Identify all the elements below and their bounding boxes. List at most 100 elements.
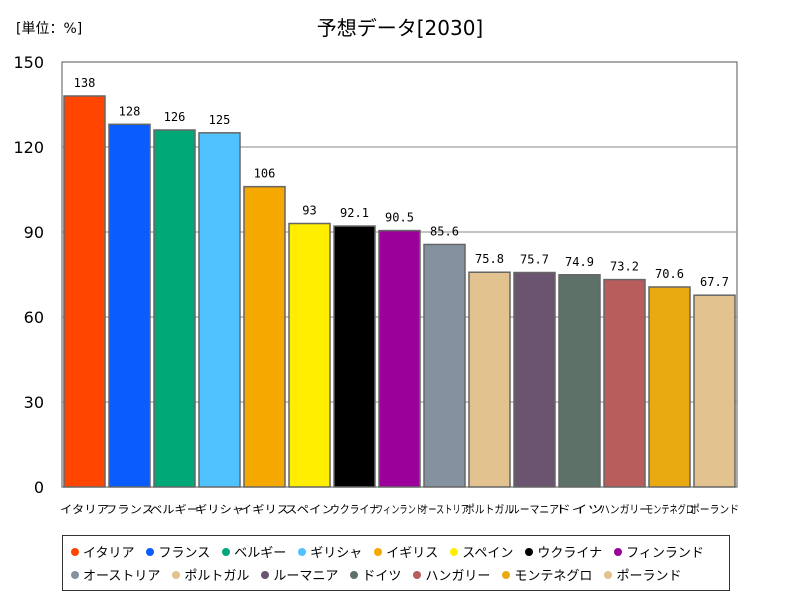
legend-label: ギリシャ	[310, 546, 363, 561]
legend-label: ルーマニア	[273, 569, 339, 584]
bar-value-label: 85.6	[430, 224, 459, 238]
x-tick-label: フランス	[105, 503, 154, 516]
bar	[468, 271, 511, 488]
legend-item: モンテネグロ	[502, 563, 592, 586]
legend-label: オーストリア	[83, 569, 161, 584]
legend-swatch	[614, 547, 623, 556]
legend-swatch	[71, 570, 79, 579]
bar-value-label: 75.8	[475, 252, 504, 266]
chart-legend: イタリア フランス ベルギー ギリシャ イギリス スペイン ウクライナ フィンランドオーストリ…	[62, 535, 730, 591]
legend-item: フィンランド	[614, 540, 704, 563]
x-tick-label: モンテネグロ	[645, 502, 694, 516]
legend-swatch	[374, 547, 383, 556]
bar	[693, 294, 736, 488]
legend-label: フランス	[158, 546, 211, 561]
legend-swatch	[222, 547, 231, 556]
bar-value-label: 67.7	[700, 275, 729, 289]
x-tick-label: スペイン	[285, 503, 334, 516]
bar-value-label: 93	[302, 204, 316, 218]
x-tick-label: ベルギー	[150, 503, 199, 516]
x-tick-label: ポーランド	[690, 503, 739, 516]
legend-item: ベルギー	[222, 540, 286, 563]
bar	[423, 243, 466, 488]
legend-swatch	[604, 570, 613, 579]
legend-item: ルーマニア	[261, 563, 338, 586]
bar-value-label: 106	[254, 167, 276, 181]
legend-swatch	[450, 547, 459, 556]
legend-item: イギリス	[374, 540, 438, 563]
bar	[603, 278, 646, 488]
x-tick-label: ドイツ	[555, 503, 604, 516]
legend-swatch	[172, 570, 181, 579]
x-tick-label: イタリア	[60, 503, 109, 516]
bar-value-label: 138	[74, 76, 96, 90]
bar	[648, 286, 691, 488]
legend-swatch	[71, 547, 79, 556]
legend-item: ポーランド	[604, 563, 681, 586]
bar-value-label: 70.6	[655, 267, 684, 281]
legend-label: ポーランド	[616, 569, 682, 584]
legend-item: ハンガリー	[413, 563, 490, 586]
legend-swatch	[350, 570, 359, 579]
x-tick-label: ハンガリー	[600, 503, 649, 516]
x-tick-label: ギリシャ	[195, 503, 244, 516]
bar-value-label: 75.7	[520, 253, 549, 267]
legend-item: ウクライナ	[525, 540, 602, 563]
bar	[558, 274, 601, 488]
y-tick-label: 30	[24, 393, 44, 412]
legend-item: ポルトガル	[172, 563, 249, 586]
y-tick-label: 120	[13, 138, 44, 157]
chart-title: 予想データ[2030]	[316, 16, 484, 40]
x-tick-label: ウクライナ	[330, 503, 379, 516]
x-tick-label: ルーマニア	[510, 503, 559, 516]
legend-label: ウクライナ	[537, 546, 603, 561]
legend-label: スペイン	[462, 546, 514, 561]
legend-label: ドイツ	[362, 569, 402, 584]
legend-label: モンテネグロ	[514, 569, 593, 584]
bar	[63, 95, 106, 488]
legend-swatch	[298, 547, 307, 556]
x-tick-label: フィンランド	[375, 503, 424, 516]
legend-item: イタリア	[71, 540, 134, 563]
bar	[108, 123, 151, 488]
bar-value-label: 74.9	[565, 255, 594, 269]
bar	[243, 185, 286, 488]
bar-value-label: 126	[164, 110, 186, 124]
legend-label: ベルギー	[234, 546, 287, 561]
bar	[198, 132, 241, 488]
y-tick-label: 90	[24, 223, 44, 242]
legend-label: イギリス	[386, 546, 439, 561]
bar-value-label: 92.1	[340, 206, 369, 220]
legend-item: スペイン	[450, 540, 513, 563]
bar-value-label: 73.2	[610, 260, 639, 274]
bar	[513, 271, 556, 488]
y-tick-label: 150	[13, 53, 44, 72]
y-tick-label: 0	[34, 478, 44, 497]
legend-label: ポルトガル	[184, 569, 250, 584]
legend-swatch	[146, 547, 155, 556]
legend-swatch	[413, 570, 422, 579]
legend-item: オーストリア	[71, 563, 160, 586]
legend-swatch	[502, 570, 511, 579]
bar-value-label: 90.5	[385, 211, 414, 225]
bar	[288, 222, 331, 488]
legend-label: イタリア	[83, 546, 135, 561]
unit-label: [単位：%]	[16, 21, 83, 37]
bar	[378, 229, 421, 488]
x-tick-label: ポルトガル	[465, 503, 514, 516]
legend-label: フィンランド	[626, 546, 704, 561]
bar	[333, 225, 376, 488]
bar	[153, 129, 196, 488]
legend-item: フランス	[146, 540, 210, 563]
x-tick-label: イギリス	[240, 503, 289, 516]
y-tick-label: 60	[24, 308, 44, 327]
x-tick-label: オーストリア	[420, 503, 469, 516]
bar-value-label: 128	[119, 104, 141, 118]
legend-swatch	[261, 570, 270, 579]
legend-label: ハンガリー	[425, 569, 491, 584]
legend-item: ギリシャ	[298, 540, 362, 563]
bar-value-label: 125	[209, 113, 231, 127]
legend-item: ドイツ	[350, 563, 401, 586]
